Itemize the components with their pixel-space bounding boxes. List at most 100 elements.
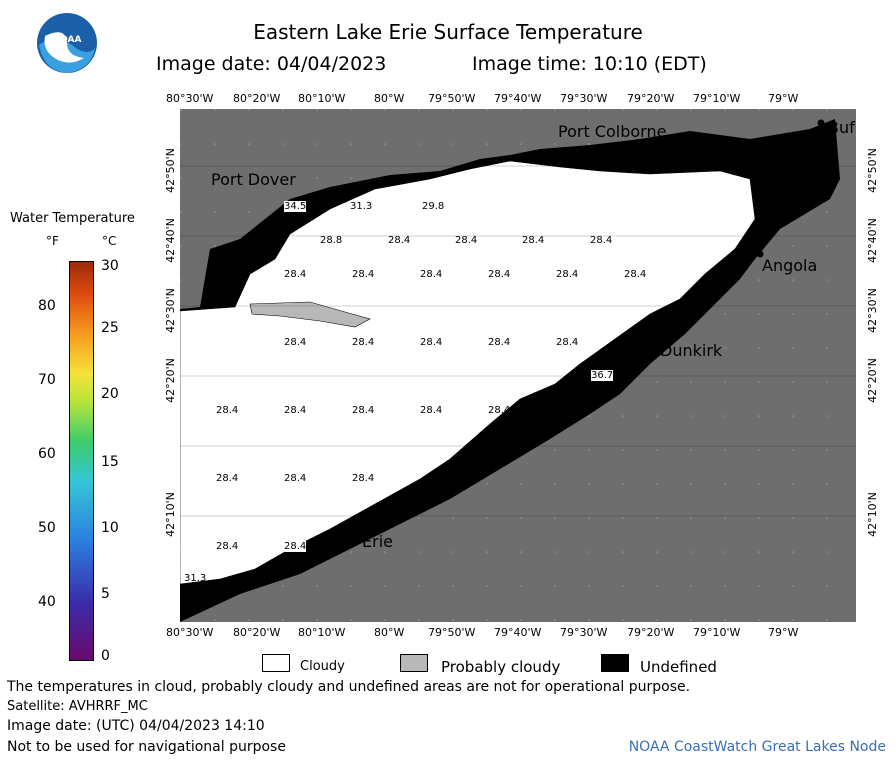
lon-label-bottom: 80°20'W [233,626,281,639]
temp-label: 28.4 [284,269,307,280]
lon-label-bottom: 79°20'W [627,626,675,639]
lat-label-left: 42°50'N [163,148,177,193]
temp-label: 31.3 [184,573,207,584]
place-port-dover: Port Dover [211,170,296,189]
probably-cloudy-area [249,301,371,328]
lon-label-bottom: 80°10'W [298,626,346,639]
lon-label-top: 79°50'W [428,92,476,105]
unit-celsius: °C [102,234,117,248]
temp-label: 28.4 [556,269,579,280]
page-title: Eastern Lake Erie Surface Temperature [253,20,643,44]
svg-text:NOAA: NOAA [53,35,82,45]
temp-label: 28.4 [624,269,647,280]
lon-label-bottom: 79°W [768,626,799,639]
temp-label: 28.4 [284,337,307,348]
place-buffalo: Buf [828,118,855,137]
lon-label-bottom: 80°30'W [166,626,214,639]
temp-label: 28.4 [420,405,443,416]
lon-label-top: 80°W [374,92,405,105]
unit-fahrenheit: °F [46,234,59,248]
temp-label: 28.4 [388,235,411,246]
lon-label-bottom: 79°50'W [428,626,476,639]
c-tick: 0 [101,648,110,664]
lat-label-right: 42°20'N [865,358,879,403]
temp-label: 28.4 [488,337,511,348]
lat-label-left: 42°20'N [163,358,177,403]
probably-cloudy-swatch [400,654,428,672]
temp-label: 28.4 [420,269,443,280]
utc-date: Image date: (UTC) 04/04/2023 14:10 [7,718,265,734]
lat-label-right: 42°10'N [865,492,879,537]
temp-label: 28.4 [352,405,375,416]
lat-label-left: 42°40'N [163,218,177,263]
nav-warning: Not to be used for navigational purpose [7,739,286,755]
temp-label: 36.7 [591,370,614,381]
disclaimer: The temperatures in cloud, probably clou… [7,679,691,695]
lat-label-right: 42°50'N [865,148,879,193]
temp-label: 28.4 [216,473,239,484]
map [179,109,856,622]
temp-label: 28.4 [284,541,307,552]
temp-grid: 34.5 31.3 29.8 28.8 28.4 36.7 31.3 28.4 … [180,109,856,622]
lon-label-bottom: 79°10'W [693,626,741,639]
place-erie: Erie [362,532,393,551]
lon-label-top: 79°30'W [560,92,608,105]
c-tick: 15 [101,454,119,470]
lon-label-top: 79°40'W [494,92,542,105]
cloudy-swatch [262,654,290,672]
temp-label: 28.4 [284,405,307,416]
undefined-swatch [601,654,629,672]
temp-label: 28.4 [216,541,239,552]
temp-label: 28.4 [488,269,511,280]
lon-label-top: 79°10'W [693,92,741,105]
temp-label: 34.5 [284,201,307,212]
temp-label: 28.8 [320,235,343,246]
temp-label: 28.4 [352,269,375,280]
lon-label-bottom: 80°W [374,626,405,639]
credit: NOAA CoastWatch Great Lakes Node [628,739,886,755]
lat-label-right: 42°30'N [865,288,879,333]
f-tick: 50 [38,520,56,536]
temp-label: 28.4 [352,473,375,484]
f-tick: 60 [38,446,56,462]
place-dunkirk: Dunkirk [660,341,723,360]
c-tick: 10 [101,520,119,536]
temp-label: 28.4 [488,405,511,416]
temp-label: 28.4 [556,337,579,348]
place-angola: Angola [762,256,818,275]
undefined-label: Undefined [640,658,717,676]
temp-label: 29.8 [422,201,445,212]
c-tick: 30 [101,258,119,274]
temp-label: 28.4 [522,235,545,246]
noaa-logo: NOAA [36,12,98,74]
c-tick: 20 [101,386,119,402]
lon-label-top: 80°10'W [298,92,346,105]
image-time: Image time: 10:10 (EDT) [472,53,707,75]
f-tick: 80 [38,298,56,314]
image-date: Image date: 04/04/2023 [156,53,387,75]
lat-label-right: 42°40'N [865,218,879,263]
satellite: Satellite: AVHRRF_MC [7,699,148,714]
temp-label: 28.4 [590,235,613,246]
temp-label: 28.4 [352,337,375,348]
c-tick: 25 [101,320,119,336]
lon-label-top: 80°20'W [233,92,281,105]
c-tick: 5 [101,586,110,602]
f-tick: 70 [38,372,56,388]
temp-label: 28.4 [216,405,239,416]
place-port-colborne: Port Colborne [558,122,667,141]
lon-label-top: 79°20'W [627,92,675,105]
lon-label-bottom: 79°40'W [494,626,542,639]
temp-label: 28.4 [455,235,478,246]
temp-label: 28.4 [284,473,307,484]
probably-cloudy-label: Probably cloudy [441,658,561,676]
cloudy-area [179,160,756,585]
lat-label-left: 42°10'N [163,492,177,537]
lat-label-left: 42°30'N [163,288,177,333]
lon-label-top: 80°30'W [166,92,214,105]
lon-label-bottom: 79°30'W [560,626,608,639]
temp-label: 28.4 [420,337,443,348]
f-tick: 40 [38,594,56,610]
cloudy-label: Cloudy [300,659,345,674]
color-bar [69,261,94,661]
